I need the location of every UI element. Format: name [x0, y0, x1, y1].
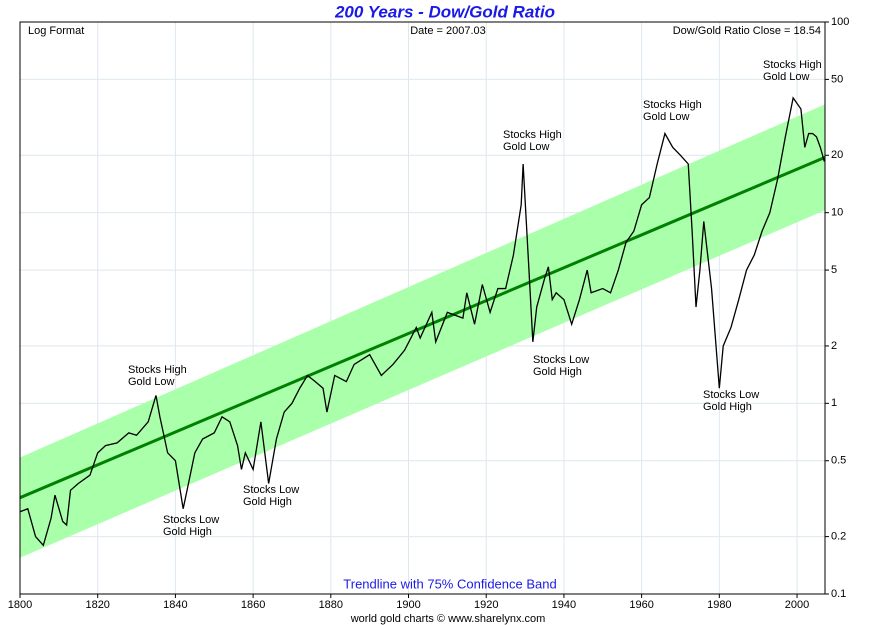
y-tick-label: 20: [831, 149, 843, 161]
y-tick-label: 2: [831, 340, 837, 352]
annotation: Stocks Low: [243, 484, 299, 496]
annotation: Stocks Low: [163, 514, 219, 526]
x-tick-label: 1840: [163, 599, 187, 611]
x-tick-label: 1820: [85, 599, 109, 611]
y-tick-label: 0.5: [831, 455, 846, 467]
annotation: Gold Low: [503, 141, 550, 153]
x-tick-label: 1960: [629, 599, 653, 611]
y-tick-label: 10: [831, 207, 843, 219]
subtitle-center: Date = 2007.03: [410, 25, 486, 37]
y-tick-label: 5: [831, 264, 837, 276]
annotation: Stocks High: [763, 59, 822, 71]
y-tick-label: 0.1: [831, 588, 846, 600]
annotation: Stocks High: [643, 99, 702, 111]
annotation: Gold Low: [643, 111, 690, 123]
annotation: Gold High: [533, 366, 582, 378]
ratio-line: [19, 96, 825, 547]
x-tick-label: 1800: [8, 599, 32, 611]
annotation: Gold High: [243, 496, 292, 508]
annotation: Stocks High: [503, 129, 562, 141]
annotation: Stocks Low: [703, 389, 759, 401]
x-tick-label: 1860: [241, 599, 265, 611]
x-tick-label: 1900: [396, 599, 420, 611]
subtitle-left: Log Format: [28, 25, 84, 37]
confidence-band: [20, 104, 825, 558]
plot-frame: [19, 21, 826, 595]
annotation: Gold High: [703, 401, 752, 413]
chart-title: 200 Years - Dow/Gold Ratio: [334, 2, 555, 21]
x-tick-label: 1940: [552, 599, 576, 611]
x-tick-label: 2000: [785, 599, 809, 611]
y-tick-label: 0.2: [831, 531, 846, 543]
y-tick-label: 50: [831, 73, 843, 85]
annotation: Gold Low: [128, 376, 175, 388]
annotation: Gold High: [163, 526, 212, 538]
trendline: [19, 155, 826, 500]
subtitle-right: Dow/Gold Ratio Close = 18.54: [673, 25, 821, 37]
x-tick-label: 1980: [707, 599, 731, 611]
y-tick-label: 100: [831, 16, 849, 28]
annotation: Stocks Low: [533, 354, 589, 366]
footer: world gold charts © www.sharelynx.com: [350, 613, 546, 625]
annotation: Gold Low: [763, 71, 810, 83]
y-tick-label: 1: [831, 397, 837, 409]
annotation: Stocks High: [128, 364, 187, 376]
x-tick-label: 1880: [319, 599, 343, 611]
x-tick-label: 1920: [474, 599, 498, 611]
band-label: Trendline with 75% Confidence Band: [343, 576, 556, 591]
